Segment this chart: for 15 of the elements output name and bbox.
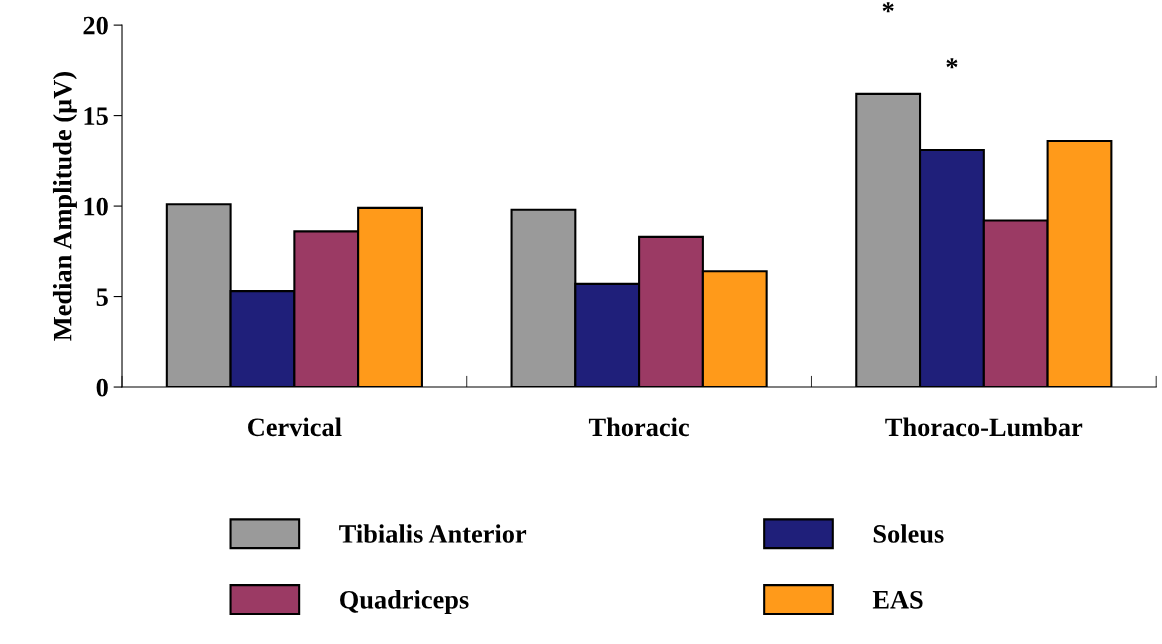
y-tick-label: 0	[96, 378, 108, 397]
y-tick-label: 5	[96, 288, 108, 306]
x-tick-label: Thoracic	[588, 417, 690, 437]
legend-label: EAS	[872, 590, 923, 609]
text: *	[882, 2, 894, 13]
y-tick-label: 10	[84, 197, 108, 216]
x-tick-label: Thoraco-Lumbar	[885, 417, 1083, 437]
annotation: *	[946, 58, 958, 69]
y-tick-label: 15	[84, 107, 108, 126]
y-axis-title: Median Amplitude (µV)	[52, 72, 77, 341]
legend-label: Soleus	[873, 524, 944, 543]
legend-label: Tibialis Anterior	[339, 524, 527, 543]
y-tick-label: 20	[83, 16, 108, 35]
x-tick-label: Cervical	[248, 417, 342, 437]
legend-label: Quadriceps	[340, 590, 469, 614]
